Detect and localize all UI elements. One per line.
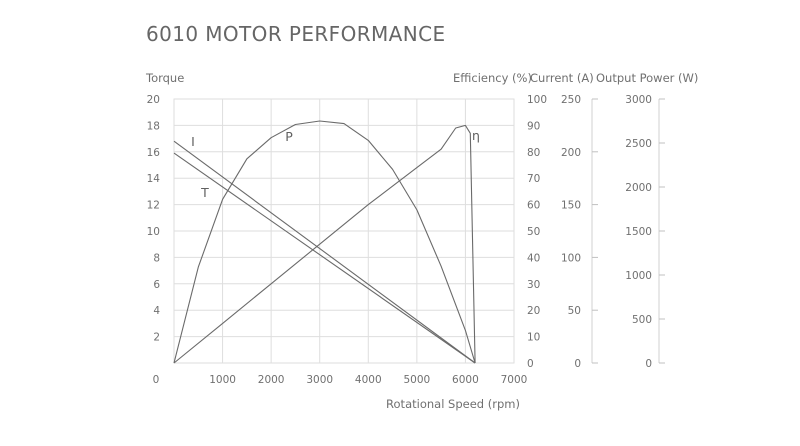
power-axis-label: Output Power (W) <box>596 71 698 85</box>
current-tick-label: 250 <box>561 94 581 106</box>
grid <box>174 99 514 363</box>
current-tick-label: 150 <box>561 200 581 212</box>
efficiency-tick-label: 30 <box>527 279 540 291</box>
efficiency-axis-label: Efficiency (%) <box>453 71 532 85</box>
power-tick-label: 2500 <box>625 138 652 150</box>
x-tick-label: 5000 <box>403 374 430 386</box>
efficiency-tick-label: 40 <box>527 252 540 264</box>
x-tick-label: 0 <box>153 374 160 386</box>
power-tick-label: 1500 <box>625 226 652 238</box>
chart-title: 6010 MOTOR PERFORMANCE <box>146 22 446 46</box>
torque-tick-label: 12 <box>147 200 160 212</box>
current-tick-label: 0 <box>574 358 581 370</box>
series-line-2 <box>173 120 476 364</box>
power-tick-label: 0 <box>645 358 652 370</box>
torque-axis: 2 4 6 8 10 12 14 16 18 20 <box>147 94 161 344</box>
x-tick-label: 6000 <box>452 374 479 386</box>
torque-axis-label: Torque <box>145 71 184 85</box>
series-line-1 <box>173 152 476 364</box>
series-label-2: P <box>285 129 293 144</box>
torque-tick-label: 2 <box>153 332 160 344</box>
torque-tick-label: 6 <box>153 279 160 291</box>
x-tick-label: 2000 <box>258 374 285 386</box>
torque-tick-label: 4 <box>153 305 160 317</box>
efficiency-tick-label: 80 <box>527 147 540 159</box>
torque-tick-label: 16 <box>147 147 161 159</box>
torque-tick-label: 10 <box>147 226 160 238</box>
efficiency-tick-label: 50 <box>527 226 540 238</box>
current-axis: 0 50 100 150 200 250 <box>561 94 598 370</box>
current-axis-label: Current (A) <box>530 71 594 85</box>
series-line-0 <box>173 140 476 364</box>
torque-tick-label: 14 <box>147 173 161 185</box>
x-tick-label: 3000 <box>306 374 333 386</box>
x-tick-label: 7000 <box>501 374 528 386</box>
plot-border <box>173 98 515 364</box>
x-tick-label: 4000 <box>355 374 382 386</box>
series-label-1: T <box>200 185 209 200</box>
x-axis-ticks: 0 1000 2000 3000 4000 5000 6000 7000 <box>153 374 528 386</box>
efficiency-axis: 0 10 20 30 40 50 60 70 80 90 100 <box>527 94 547 370</box>
efficiency-tick-label: 60 <box>527 200 540 212</box>
efficiency-tick-label: 70 <box>527 173 540 185</box>
series-label-0: I <box>191 134 195 149</box>
current-tick-label: 100 <box>561 252 581 264</box>
series-labels: I T P η <box>191 128 480 200</box>
x-axis-label: Rotational Speed (rpm) <box>386 397 520 411</box>
efficiency-tick-label: 100 <box>527 94 547 106</box>
current-tick-label: 50 <box>568 305 581 317</box>
efficiency-tick-label: 10 <box>527 332 540 344</box>
current-tick-label: 200 <box>561 147 581 159</box>
efficiency-tick-label: 0 <box>527 358 534 370</box>
series-lines <box>173 120 476 364</box>
series-line-3 <box>173 124 476 364</box>
efficiency-tick-label: 90 <box>527 120 540 132</box>
power-tick-label: 2000 <box>625 182 652 194</box>
plot-frame <box>173 98 515 364</box>
efficiency-tick-label: 20 <box>527 305 540 317</box>
power-axis: 0 500 1000 1500 2000 2500 3000 <box>625 94 665 370</box>
series-label-3: η <box>472 128 480 143</box>
x-tick-label: 1000 <box>209 374 236 386</box>
power-tick-label: 3000 <box>625 94 652 106</box>
torque-tick-label: 18 <box>147 120 160 132</box>
torque-tick-label: 8 <box>153 252 160 264</box>
power-tick-label: 500 <box>632 314 652 326</box>
torque-tick-label: 20 <box>147 94 160 106</box>
power-tick-label: 1000 <box>625 270 652 282</box>
